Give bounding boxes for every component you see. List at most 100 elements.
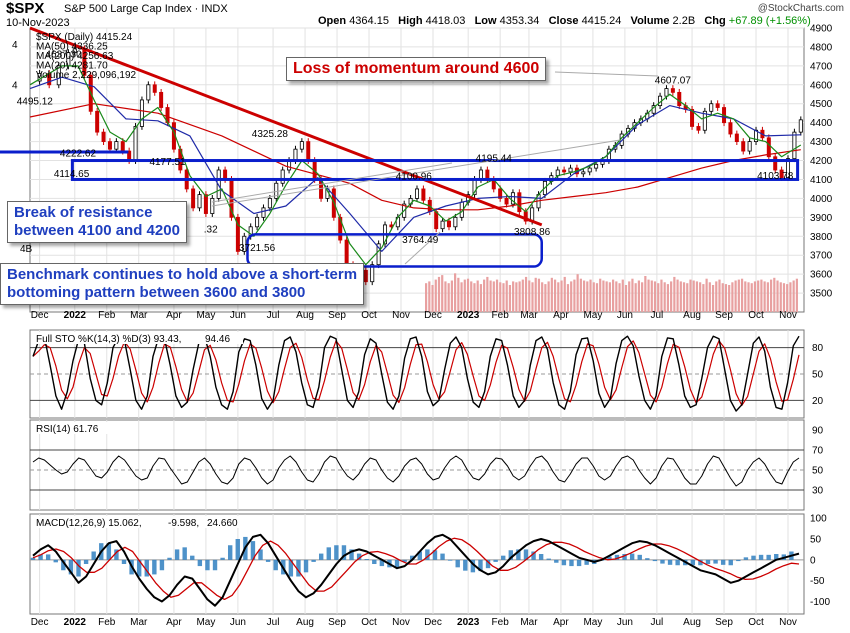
volume-bar: [441, 275, 444, 312]
macd-histogram-bar: [212, 559, 218, 571]
price-candle: [255, 216, 260, 228]
x-tick-bottom: Dec: [31, 617, 49, 628]
annotation-break-line1: Break of resistance: [14, 204, 153, 221]
rsi-line: [32, 455, 800, 487]
price-candle: [159, 91, 164, 108]
macd-histogram-bar: [766, 554, 771, 560]
volume-bar: [650, 280, 653, 312]
x-tick-price: Aug: [683, 310, 701, 321]
x-tick-price: Apr: [553, 310, 569, 321]
macd-histogram-bar: [250, 541, 256, 560]
macd-histogram-bar: [774, 554, 779, 560]
macd-hist-label: 24.660: [207, 518, 238, 529]
price-candle: [702, 110, 707, 131]
rsi-axis-tick: 90: [812, 426, 824, 437]
macd-histogram-bar: [531, 551, 536, 560]
price-candle: [446, 220, 451, 228]
volume-bar: [753, 281, 757, 312]
x-tick-bottom: Nov: [779, 617, 797, 628]
price-axis-tick: 4400: [810, 118, 833, 129]
volume-bar: [789, 282, 792, 312]
macd-histogram-bar: [463, 559, 468, 571]
volume-bar: [479, 284, 483, 312]
volume-bar: [531, 282, 534, 312]
price-candle: [261, 207, 266, 218]
price-legend-entry: MA(20) 4281.70: [36, 61, 108, 72]
volume-bar: [476, 280, 479, 312]
price-candle: [152, 84, 157, 93]
volume-bar: [612, 279, 615, 312]
price-label: 4114.65: [54, 169, 90, 180]
macd-histogram-bar: [660, 559, 665, 564]
volume-bar: [689, 279, 692, 312]
volume-bar: [602, 280, 605, 312]
volume-bar: [605, 281, 608, 312]
exchange-name: INDX: [201, 3, 228, 15]
volume-bar: [637, 280, 640, 312]
price-candle: [734, 133, 739, 143]
price-candle: [139, 99, 144, 127]
macd-histogram-bar: [417, 551, 422, 560]
price-candle: [792, 131, 797, 160]
macd-histogram-bar: [455, 559, 460, 568]
x-tick-price: Nov: [779, 310, 797, 321]
x-tick-bottom: Sep: [715, 617, 733, 628]
volume-bar: [660, 279, 663, 312]
price-candle: [594, 163, 599, 169]
volume-bar: [708, 282, 711, 312]
exchange-sep: ·: [191, 3, 202, 15]
macd-histogram-bar: [607, 556, 612, 560]
x-tick-price: Jun: [230, 310, 246, 321]
price-axis-tick: 4600: [810, 80, 833, 91]
x-tick-bottom: Feb: [492, 617, 510, 628]
x-tick-price: May: [196, 310, 215, 321]
volume-bar: [747, 282, 750, 312]
price-candle: [293, 148, 298, 161]
volume-bar: [769, 279, 773, 312]
price-candle: [414, 188, 419, 199]
volume-bar: [760, 279, 763, 312]
volume-bar: [624, 285, 628, 312]
macd-histogram-bar: [258, 549, 263, 560]
price-candle: [766, 137, 771, 158]
price-candle: [786, 158, 791, 178]
price-candle: [120, 141, 125, 152]
macd-histogram-bar: [326, 547, 331, 560]
support-zone-box: [246, 233, 543, 268]
volume-bar: [515, 282, 518, 312]
x-tick-price: Sep: [328, 310, 346, 321]
price-candle: [376, 243, 381, 266]
volume-bar: [460, 282, 463, 312]
x-tick-bottom: Apr: [553, 617, 569, 628]
macd-histogram-bar: [675, 559, 680, 566]
price-candle: [581, 171, 586, 175]
sto-d-line: [32, 340, 800, 406]
macd-histogram-bar: [334, 545, 339, 560]
price-label: 4325.28: [252, 129, 289, 140]
price-legend-entry: $SPX (Daily) 4415.24: [36, 32, 133, 43]
price-axis-tick: 4100: [810, 175, 833, 186]
volume-bar: [657, 283, 660, 312]
x-tick-price: Dec: [31, 310, 49, 321]
volume-bar: [615, 281, 618, 312]
volume-value: 2.2B: [672, 15, 696, 27]
sto-axis-tick: 20: [812, 396, 824, 407]
price-candle: [107, 141, 112, 150]
price-legend-entry: MA(50) 4336.25: [36, 42, 108, 53]
price-axis-left-4b: 4: [12, 81, 18, 92]
price-axis-tick: 4900: [810, 24, 833, 35]
x-tick-price: May: [583, 310, 602, 321]
sto-axis-tick: 50: [812, 370, 824, 381]
macd-histogram-bar: [728, 559, 733, 566]
price-candle: [306, 141, 311, 161]
volume-bar: [644, 276, 647, 312]
price-candle: [568, 167, 573, 173]
macd-histogram-bar: [637, 554, 642, 560]
x-tick-price: Mar: [520, 310, 538, 321]
price-candle: [510, 192, 515, 205]
price-axis-tick: 3900: [810, 213, 833, 224]
price-candle: [37, 73, 42, 82]
volume-bar: [579, 278, 582, 312]
macd-axis-tick: 100: [810, 514, 827, 525]
price-candle: [715, 103, 720, 108]
